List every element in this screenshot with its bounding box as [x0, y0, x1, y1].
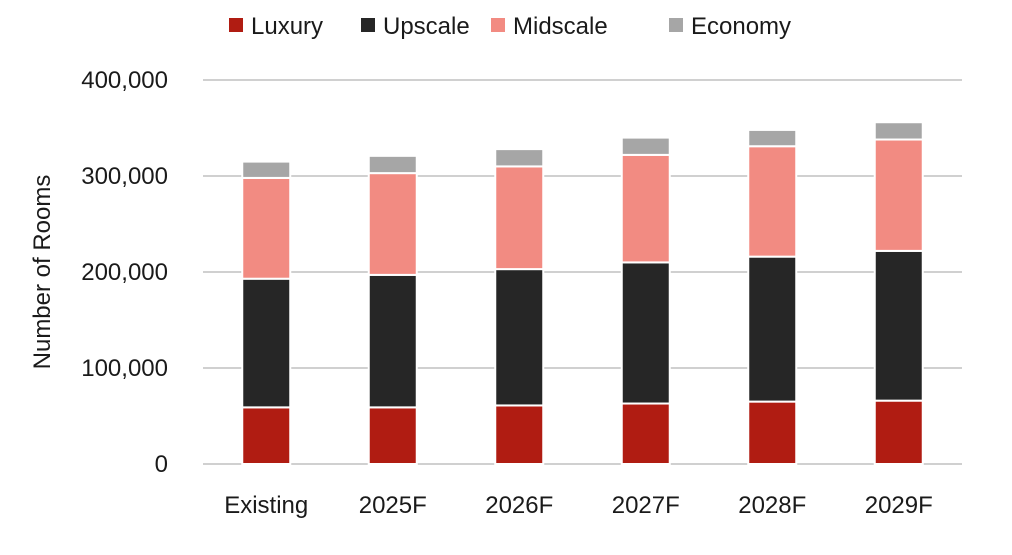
- bar-stack-2025f: [367, 154, 418, 465]
- y-tick-label: 300,000: [81, 163, 168, 190]
- x-tick-label: 2029F: [865, 492, 933, 519]
- bars: [241, 121, 924, 466]
- bar-segment-midscale-2026f: [494, 165, 545, 271]
- bar-segment-upscale-2029f: [873, 249, 924, 402]
- legend-swatch: [669, 18, 683, 32]
- bar-segment-luxury-2026f: [494, 404, 545, 466]
- legend-swatch: [229, 18, 243, 32]
- bar-segment-upscale-2026f: [494, 268, 545, 407]
- legend-item-upscale: Upscale: [361, 13, 470, 40]
- legend-swatch: [491, 18, 505, 32]
- legend-label: Midscale: [513, 13, 608, 40]
- x-tick-label: Existing: [224, 492, 308, 519]
- x-tick-label: 2028F: [738, 492, 806, 519]
- legend: Luxury Upscale Midscale Economy: [229, 13, 791, 40]
- bar-segment-midscale-2029f: [873, 138, 924, 252]
- legend-item-economy: Economy: [669, 13, 791, 40]
- y-axis-title: Number of Rooms: [29, 175, 56, 370]
- bar-segment-economy-existing: [241, 160, 292, 179]
- bar-segment-upscale-2027f: [620, 261, 671, 405]
- y-tick-label: 100,000: [81, 355, 168, 382]
- bar-stack-2027f: [620, 136, 671, 465]
- bar-segment-midscale-2025f: [367, 172, 418, 276]
- y-tick-label: 0: [155, 451, 168, 478]
- bar-segment-economy-2025f: [367, 154, 418, 175]
- x-tick-label: 2026F: [485, 492, 553, 519]
- bar-segment-economy-2028f: [747, 128, 798, 148]
- bar-segment-midscale-2027f: [620, 153, 671, 264]
- bar-segment-luxury-2025f: [367, 406, 418, 465]
- bar-stack-2029f: [873, 121, 924, 466]
- bar-stack-2026f: [494, 148, 545, 466]
- bar-segment-economy-2026f: [494, 148, 545, 168]
- y-axis-ticks: 0 100,000 200,000 300,000 400,000: [81, 67, 168, 478]
- legend-label: Upscale: [383, 13, 470, 40]
- x-tick-label: 2027F: [612, 492, 680, 519]
- bar-segment-luxury-existing: [241, 406, 292, 465]
- bar-stack-2028f: [747, 128, 798, 466]
- legend-item-luxury: Luxury: [229, 13, 323, 40]
- y-tick-label: 400,000: [81, 67, 168, 94]
- y-tick-label: 200,000: [81, 259, 168, 286]
- bar-segment-luxury-2029f: [873, 399, 924, 466]
- gridlines: [203, 79, 962, 465]
- x-axis-ticks: Existing 2025F 2026F 2027F 2028F 2029F: [224, 492, 933, 519]
- bar-segment-economy-2029f: [873, 121, 924, 141]
- bar-stack-existing: [241, 160, 292, 465]
- legend-label: Luxury: [251, 13, 323, 40]
- bar-segment-midscale-2028f: [747, 145, 798, 258]
- legend-swatch: [361, 18, 375, 32]
- bar-segment-economy-2027f: [620, 136, 671, 156]
- bar-segment-upscale-existing: [241, 277, 292, 409]
- legend-label: Economy: [691, 13, 791, 40]
- legend-item-midscale: Midscale: [491, 13, 608, 40]
- bar-segment-upscale-2028f: [747, 255, 798, 403]
- x-tick-label: 2025F: [359, 492, 427, 519]
- bar-segment-luxury-2027f: [620, 402, 671, 465]
- bar-segment-luxury-2028f: [747, 400, 798, 466]
- bar-segment-upscale-2025f: [367, 273, 418, 409]
- bar-segment-midscale-existing: [241, 176, 292, 280]
